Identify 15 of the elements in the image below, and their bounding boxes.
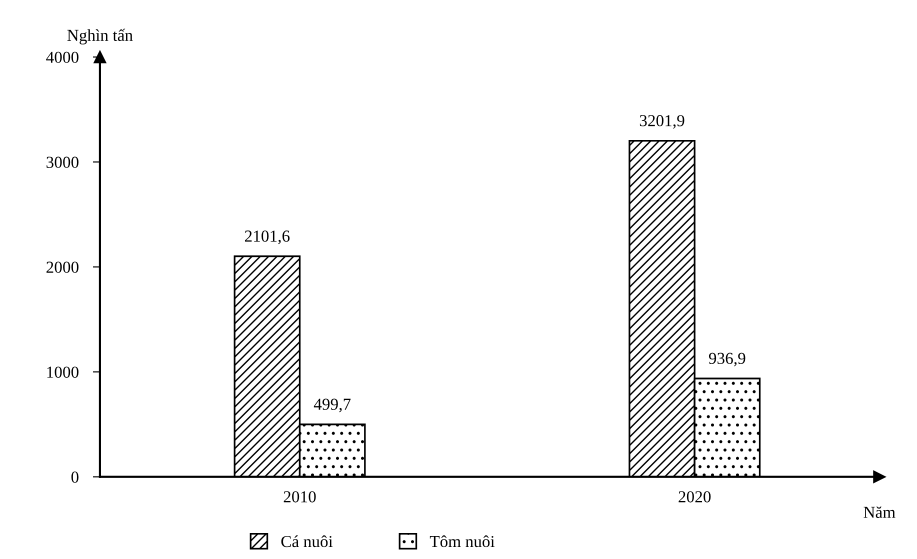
legend-label: Tôm nuôi [430, 535, 495, 548]
data-label: 936,9 [708, 352, 746, 366]
x-tick-label: 2010 [284, 491, 316, 502]
data-label: 3201,9 [640, 115, 684, 129]
data-label: 2101,6 [244, 230, 290, 244]
y-tick-label: 4000 [46, 52, 78, 63]
y-tick-label: 2000 [46, 262, 78, 273]
x-axis-title: Năm [864, 506, 896, 518]
y-tick-label: 1000 [47, 366, 78, 378]
data-label: 499,7 [314, 398, 351, 412]
y-axis-title: Nghìn tấn [67, 28, 133, 44]
x-tick-label: 2020 [678, 491, 711, 502]
y-tick-label: 3000 [46, 156, 78, 168]
legend-label: Cá nuôi [281, 535, 333, 548]
y-tick-label: 0 [71, 472, 78, 483]
